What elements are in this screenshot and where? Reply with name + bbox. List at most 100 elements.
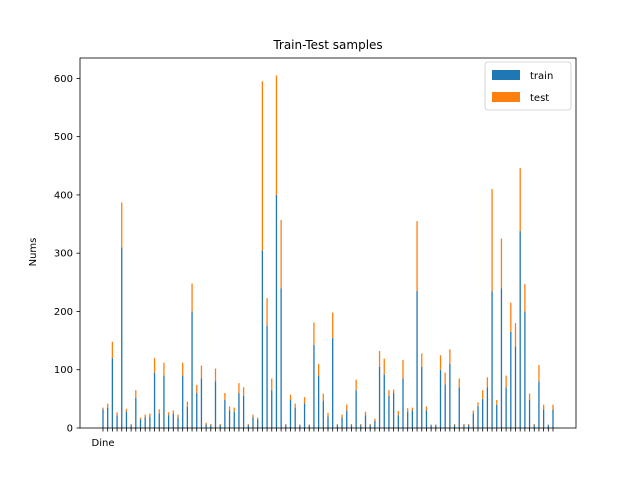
bar-train xyxy=(130,425,132,428)
bar-test xyxy=(121,202,123,248)
bar-test xyxy=(238,383,240,394)
bar-train xyxy=(182,375,184,428)
bar-train xyxy=(364,415,367,428)
bar-train xyxy=(472,413,474,428)
bar-train xyxy=(514,346,517,428)
bar-train xyxy=(547,425,549,428)
bar-test xyxy=(224,393,226,401)
bar-test xyxy=(111,341,114,359)
chart-title: Train-Test samples xyxy=(272,38,382,52)
bar-train xyxy=(463,425,465,428)
bar-test xyxy=(196,384,198,394)
legend-box xyxy=(484,61,572,111)
bar-test xyxy=(210,423,212,426)
bar-train xyxy=(266,326,268,428)
bar-test xyxy=(374,418,376,422)
bar-train xyxy=(210,425,212,428)
bar-train xyxy=(257,419,259,428)
bar-test xyxy=(163,362,165,376)
bar-train xyxy=(411,410,414,428)
bar-train xyxy=(238,393,240,428)
bar-test xyxy=(308,424,310,426)
bar-train xyxy=(402,378,404,428)
bar-test xyxy=(472,410,474,414)
bar-test xyxy=(182,362,184,376)
bars-layer xyxy=(102,75,554,428)
bar-test xyxy=(542,404,545,410)
bar-test xyxy=(425,406,428,411)
bar-train xyxy=(346,410,348,428)
bar-test xyxy=(322,393,324,401)
bar-test xyxy=(228,406,231,411)
bar-test xyxy=(266,298,268,327)
bar-test xyxy=(116,412,118,416)
bar-train xyxy=(453,425,456,428)
bar-train xyxy=(416,291,418,428)
bar-test xyxy=(149,413,151,417)
bar-test xyxy=(416,221,418,292)
bar-train xyxy=(407,411,409,428)
bar-train xyxy=(303,403,306,428)
bar-test xyxy=(280,219,282,289)
bar-test xyxy=(524,284,526,312)
bar-train xyxy=(369,425,371,428)
bar-train xyxy=(341,417,343,428)
bar-test xyxy=(257,417,259,420)
bar-train xyxy=(275,194,278,428)
bar-test xyxy=(186,401,189,408)
bar-test xyxy=(158,409,160,414)
bar-test xyxy=(514,323,517,347)
bar-test xyxy=(214,368,217,382)
bar-train xyxy=(116,415,118,428)
bar-train xyxy=(435,425,437,428)
bar-train xyxy=(378,366,381,428)
bar-train xyxy=(107,407,109,428)
bar-test xyxy=(552,404,554,410)
bar-train xyxy=(205,424,207,428)
bar-train xyxy=(360,425,362,428)
y-tick-label: 600 xyxy=(54,74,73,85)
bar-test xyxy=(444,372,446,385)
bar-test xyxy=(477,402,479,406)
bar-test xyxy=(528,393,531,401)
bar-train xyxy=(219,425,221,428)
bar-train xyxy=(121,247,123,428)
bar-test xyxy=(102,407,104,410)
bar-train xyxy=(228,410,231,428)
bar-train xyxy=(500,288,503,428)
bar-train xyxy=(552,409,554,428)
bar-test xyxy=(252,414,254,418)
bar-test xyxy=(463,423,465,426)
bar-train xyxy=(153,372,156,428)
bar-test xyxy=(242,387,245,396)
bar-train xyxy=(196,393,198,428)
bar-test xyxy=(491,189,493,292)
bar-test xyxy=(191,283,193,312)
bar-train xyxy=(336,425,339,428)
bar-train xyxy=(200,378,203,428)
bar-train xyxy=(139,419,142,428)
bar-train xyxy=(158,413,160,428)
bar-test xyxy=(139,417,142,420)
bar-train xyxy=(294,407,296,428)
bar-train xyxy=(496,404,498,428)
bar-test xyxy=(172,410,174,415)
bar-test xyxy=(219,423,221,426)
bar-train xyxy=(317,375,320,428)
y-tick-label: 100 xyxy=(54,365,73,376)
bar-test xyxy=(107,403,109,408)
bar-test xyxy=(364,411,367,416)
bar-test xyxy=(449,349,451,364)
bar-test xyxy=(392,389,395,394)
y-tick-label: 200 xyxy=(54,307,73,318)
bar-test xyxy=(346,404,348,411)
bar-train xyxy=(397,415,399,428)
bar-train xyxy=(505,387,507,428)
bar-train xyxy=(313,344,315,428)
bar-test xyxy=(411,407,414,411)
bar-train xyxy=(111,358,114,428)
bar-test xyxy=(421,353,423,367)
bar-train xyxy=(383,374,385,428)
legend-label-train: train xyxy=(530,71,553,82)
bar-train xyxy=(350,425,353,428)
